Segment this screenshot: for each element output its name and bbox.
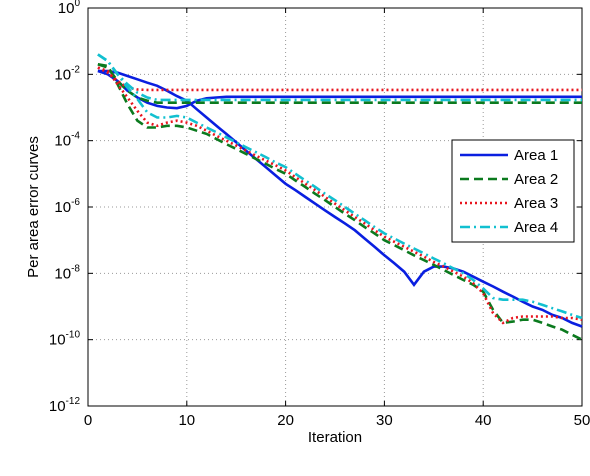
y-tick-label: 10-4 (54, 131, 80, 150)
x-tick-label: 10 (178, 412, 195, 429)
legend-box (451, 139, 575, 243)
x-tick-label: 20 (277, 412, 294, 429)
x-axis-label: Iteration (308, 429, 362, 446)
legend-label: Area 2 (514, 171, 558, 188)
y-tick-label: 10-10 (49, 330, 81, 349)
y-axis-label: Per area error curves (25, 136, 42, 278)
plot-frame (87, 7, 583, 407)
y-tick-label: 10-2 (54, 64, 80, 83)
legend-label: Area 4 (514, 219, 558, 236)
x-tick-label: 30 (376, 412, 393, 429)
y-tick-label: 100 (58, 0, 81, 17)
series-line (97, 63, 582, 104)
legend-label: Area 3 (514, 195, 558, 212)
series-line (97, 53, 583, 320)
x-tick-label: 40 (475, 412, 492, 429)
x-tick-label: 0 (84, 412, 92, 429)
x-tick-label: 50 (574, 412, 590, 429)
y-tick-label: 10-8 (54, 263, 80, 282)
y-tick-label: 10-12 (49, 396, 81, 415)
series-line (97, 53, 582, 102)
series-line (97, 63, 583, 341)
series-line (97, 69, 583, 328)
legend-label: Area 1 (514, 147, 558, 164)
series-line (97, 66, 583, 325)
y-tick-label: 10-6 (54, 197, 80, 216)
series-line (97, 69, 582, 110)
